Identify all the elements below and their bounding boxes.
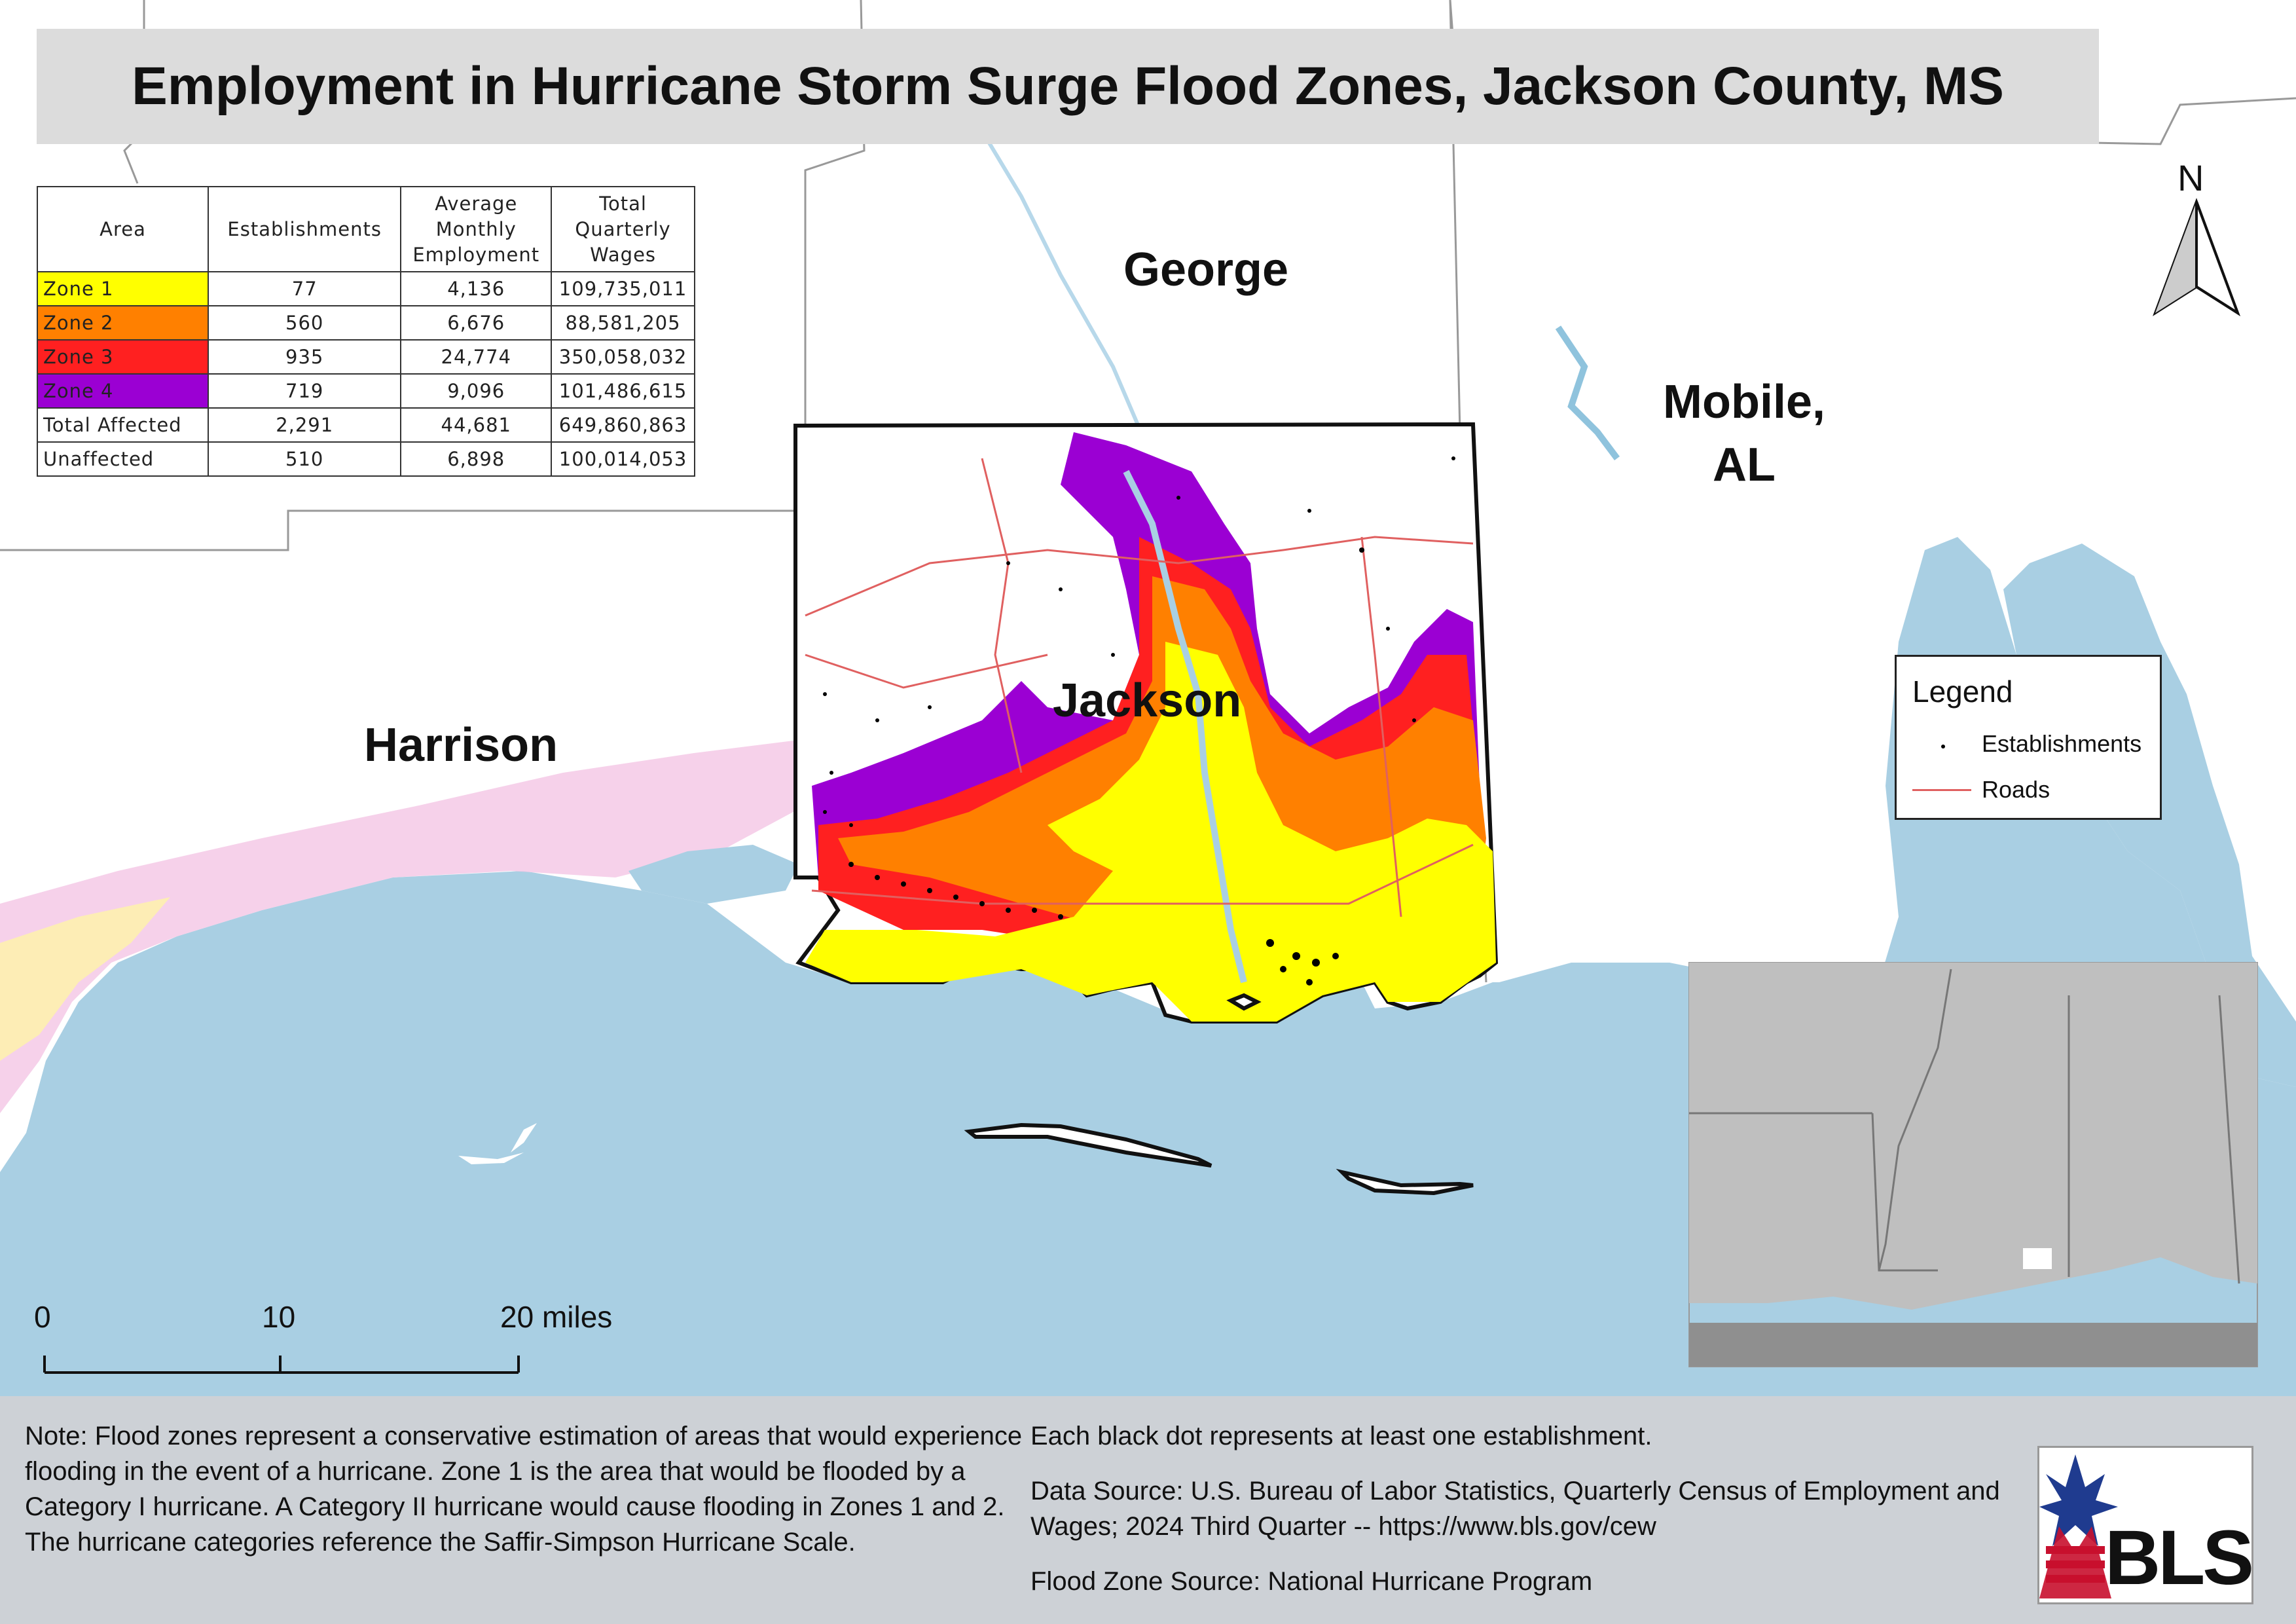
cat-island-sliver	[511, 1123, 537, 1153]
label-mobile-state: AL	[1713, 439, 1776, 491]
row-establishments: 510	[207, 441, 402, 477]
river-reservoir	[1555, 325, 1620, 460]
row-establishments: 560	[207, 305, 402, 341]
row-wages: 109,735,011	[551, 271, 695, 306]
row-employment: 6,676	[400, 305, 553, 341]
bls-logo-text: BLS	[2105, 1515, 2254, 1601]
legend: Legend Establishments Roads	[1895, 655, 2162, 820]
flood-zone-stats-table: Area Establishments Average Monthly Empl…	[37, 186, 695, 477]
label-harrison: Harrison	[364, 719, 558, 771]
col-header-wages: Total Quarterly Wages	[551, 186, 695, 272]
scale-label-10: 10	[262, 1300, 296, 1334]
north-arrow	[2153, 198, 2240, 316]
row-area: Zone 3	[37, 339, 209, 375]
row-wages: 649,860,863	[551, 407, 695, 443]
scale-label-20: 20 miles	[500, 1300, 613, 1334]
inset-locator-map	[1688, 962, 2258, 1367]
row-employment: 4,136	[400, 271, 553, 306]
row-area: Total Affected	[37, 407, 209, 443]
legend-roads: Roads	[1982, 776, 2050, 803]
biloxi-bay	[629, 845, 799, 904]
table-row: Zone 1 77 4,136 109,735,011	[37, 271, 695, 306]
table-row: Total Affected 2,291 44,681 649,860,863	[37, 407, 695, 443]
row-employment: 44,681	[400, 407, 553, 443]
ship-island	[458, 1153, 524, 1164]
legend-title: Legend	[1912, 674, 2013, 709]
footer-notes: Note: Flood zones represent a conservati…	[0, 1396, 2296, 1624]
col-header-area: Area	[37, 186, 209, 272]
col-header-establishments: Establishments	[207, 186, 402, 272]
row-establishments: 77	[207, 271, 402, 306]
scale-label-0: 0	[34, 1300, 51, 1334]
label-george: George	[1123, 244, 1289, 296]
row-wages: 350,058,032	[551, 339, 695, 375]
dots-text: Each black dot represents at least one e…	[1030, 1422, 1652, 1450]
row-employment: 24,774	[400, 339, 553, 375]
legend-road-line-icon	[1912, 789, 1971, 791]
label-mobile: Mobile, AL	[1663, 371, 1825, 496]
row-establishments: 719	[207, 373, 402, 409]
row-wages: 88,581,205	[551, 305, 695, 341]
establishment-dots	[823, 456, 1455, 986]
scale-bar	[43, 1356, 520, 1374]
table-row: Zone 4 719 9,096 101,486,615	[37, 373, 695, 409]
roads	[805, 458, 1474, 917]
harrison-coastal-marsh	[0, 740, 805, 1113]
flood-source-text: Flood Zone Source: National Hurricane Pr…	[1030, 1567, 1593, 1596]
legend-establishments: Establishments	[1982, 730, 2142, 757]
flood-zone-1	[805, 642, 1496, 1022]
row-employment: 6,898	[400, 441, 553, 477]
row-area: Unaffected	[37, 441, 209, 477]
barrier-islands	[964, 993, 1474, 1196]
table-header-row: Area Establishments Average Monthly Empl…	[37, 186, 695, 272]
table-row: Zone 3 935 24,774 350,058,032	[37, 339, 695, 375]
table-row: Unaffected 510 6,898 100,014,053	[37, 441, 695, 477]
north-label: N	[2178, 157, 2204, 198]
row-area: Zone 1	[37, 271, 209, 306]
harrison-coastal-marsh-yellow	[0, 897, 170, 1061]
bls-star-icon	[2039, 1454, 2118, 1598]
title-bar: Employment in Hurricane Storm Surge Floo…	[37, 29, 2099, 144]
row-wages: 101,486,615	[551, 373, 695, 409]
row-area: Zone 4	[37, 373, 209, 409]
table-row: Zone 2 560 6,676 88,581,205	[37, 305, 695, 341]
label-jackson: Jackson	[1053, 674, 1242, 727]
col-header-employment: Average Monthly Employment	[400, 186, 553, 272]
bls-logo: BLS	[2037, 1446, 2254, 1604]
map-title: Employment in Hurricane Storm Surge Floo…	[132, 56, 2004, 116]
row-establishments: 2,291	[207, 407, 402, 443]
row-establishments: 935	[207, 339, 402, 375]
note-text: Note: Flood zones represent a conservati…	[25, 1422, 1023, 1557]
row-area: Zone 2	[37, 305, 209, 341]
label-mobile-city: Mobile,	[1663, 376, 1825, 428]
row-employment: 9,096	[400, 373, 553, 409]
legend-establishment-dot-icon	[1941, 745, 1945, 748]
row-wages: 100,014,053	[551, 441, 695, 477]
data-source-text: Data Source: U.S. Bureau of Labor Statis…	[1030, 1477, 2000, 1541]
